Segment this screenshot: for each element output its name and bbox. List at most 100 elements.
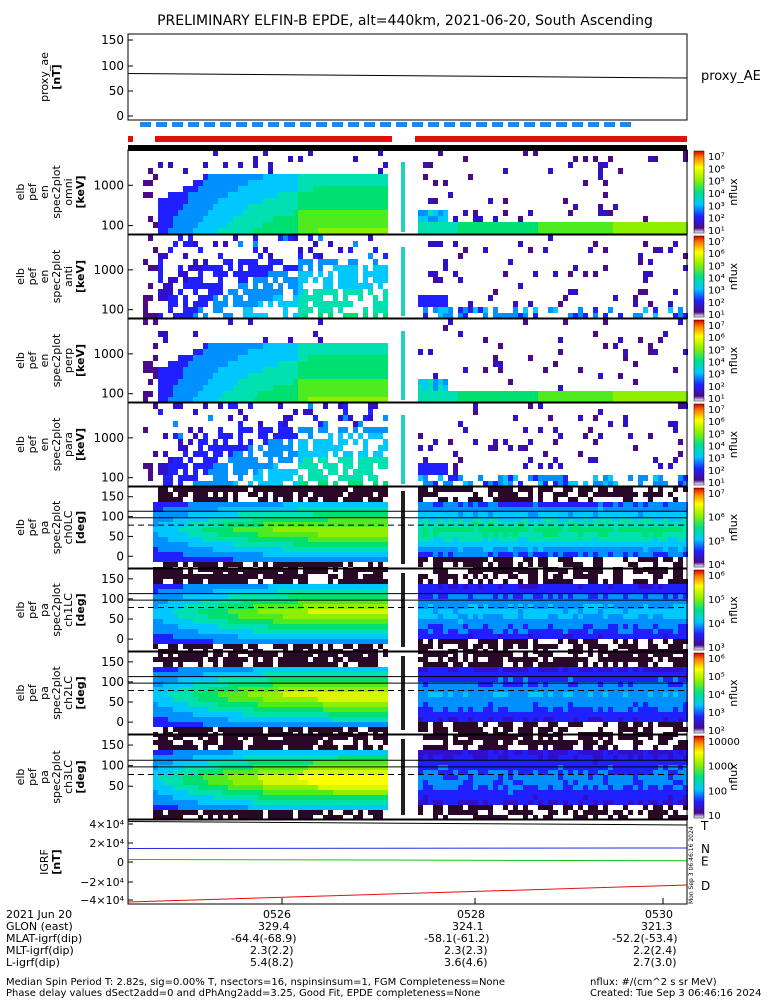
colorbar-tick-label: 10⁷: [708, 321, 725, 332]
y-tick-label: 0: [116, 109, 124, 123]
y-tick-label: 100: [101, 59, 124, 73]
gap-data-stripe: [401, 573, 405, 647]
y-tick-label: −4×10⁴: [80, 894, 124, 907]
blue-dash-segment: [572, 122, 583, 127]
colorbar-label: nflux: [727, 596, 740, 624]
spin-period-note: Median Spin Period T: 2.82s, sig=0.00% T…: [6, 977, 506, 988]
panel-frame: [127, 33, 688, 121]
colorbar-tick-label: 100: [708, 786, 727, 797]
blue-dash-segment: [268, 122, 279, 127]
panel-frame: [127, 734, 688, 820]
y-tick-label: 50: [109, 612, 124, 626]
footer-label: MLAT-igrf(dip): [6, 932, 83, 945]
y-tick-label: 0: [117, 856, 124, 869]
footer-value: 2.3(2.2): [250, 944, 294, 957]
colorbar: [693, 652, 705, 734]
colorbar-tick-label: 10²: [708, 382, 725, 393]
gap-data-stripe: [401, 656, 405, 730]
blue-dash-segment: [444, 122, 455, 127]
gap-data-stripe: [401, 415, 405, 484]
y-axis-label: IGRF: [38, 849, 51, 875]
y-axis-label: ch3LC: [62, 760, 75, 794]
colorbar: [693, 569, 705, 651]
y-axis-label: en: [38, 354, 51, 368]
igrf-d-line: [127, 884, 688, 903]
blue-dash-segment: [460, 122, 471, 127]
y-tick-label: 1000: [93, 178, 124, 192]
igrf-legend-e: E: [701, 855, 709, 869]
panel-frame: [127, 819, 688, 905]
blue-dash-segment: [540, 122, 551, 127]
y-axis-label: pef: [26, 767, 39, 786]
colorbar-label: nflux: [727, 178, 740, 206]
y-tick-label: 50: [109, 779, 124, 793]
gap-data-stripe: [401, 491, 405, 564]
footer-value: -64.4(-68.9): [231, 932, 297, 945]
colorbar-tick-label: 10⁶: [708, 164, 725, 175]
colorbar-tick-label: 10³: [708, 643, 725, 654]
blue-dash-segment: [604, 122, 615, 127]
y-tick-label: 100: [101, 387, 124, 401]
y-axis-label: [keV]: [74, 428, 87, 461]
y-tick-label: 100: [101, 303, 124, 317]
y-axis-label: spec2plot: [50, 333, 63, 387]
colorbar-tick-label: 10⁴: [708, 619, 725, 630]
colorbar: [693, 235, 705, 318]
colorbar-tick-label: 10⁵: [708, 672, 725, 683]
colorbar-tick-label: 10⁶: [708, 417, 725, 428]
y-axis-label: pef: [26, 351, 39, 370]
red-bar-mid: [155, 136, 392, 142]
y-axis-label: elb: [14, 184, 27, 201]
colorbar-tick-label: 10¹: [708, 394, 725, 405]
y-axis-label: en: [38, 270, 51, 284]
colorbar: [693, 403, 705, 486]
colorbar-label: nflux: [727, 763, 740, 791]
line-layer: [127, 72, 688, 903]
colorbar-tick-label: 10⁴: [708, 274, 725, 285]
y-tick-label: 150: [101, 655, 124, 669]
panel-frame: [127, 651, 688, 735]
blue-dash-segment: [204, 122, 215, 127]
colorbar-tick-label: 10⁶: [708, 654, 725, 665]
y-axis-label: pa: [38, 603, 51, 617]
igrf-n-line: [127, 847, 688, 849]
y-tick-label: 100: [101, 471, 124, 485]
panel-frame: [127, 486, 688, 569]
colorbar-tick-label: 10³: [708, 201, 725, 212]
y-tick-label: 50: [109, 84, 124, 98]
colorbar: [693, 150, 705, 234]
gap-data-stripe: [401, 331, 405, 400]
blue-dash-segment: [476, 122, 487, 127]
colorbar-tick-label: 10⁴: [708, 189, 725, 200]
colorbar-tick-label: 10⁴: [708, 358, 725, 369]
gap-data-stripe: [401, 162, 405, 232]
blue-dash-segment: [284, 122, 295, 127]
y-axis-label: perp: [62, 348, 75, 373]
y-axis-label: [keV]: [74, 175, 87, 208]
colorbar-tick-label: 10⁷: [708, 405, 725, 416]
colorbar-tick-label: 10¹: [708, 310, 725, 321]
colorbar-tick-label: 10⁶: [708, 249, 725, 260]
footer-label: GLON (east): [6, 920, 73, 933]
colorbar-label: nflux: [727, 430, 740, 458]
footer-value: 321.3: [641, 920, 673, 933]
blue-dash-segment: [364, 122, 375, 127]
y-axis-label: [keV]: [74, 344, 87, 377]
igrf-e-line: [127, 859, 688, 862]
y-axis-label: pa: [38, 686, 51, 700]
colorbar-tick-label: 10⁷: [708, 152, 725, 163]
blue-dash-segment: [140, 122, 151, 127]
colorbar-tick-label: 10⁵: [708, 536, 725, 547]
y-tick-label: 100: [101, 759, 124, 773]
y-tick-label: 0: [116, 549, 124, 563]
colorbar: [693, 487, 705, 568]
panel-frame: [127, 402, 688, 487]
footer-value: 0526: [263, 908, 291, 921]
colorbar-tick-label: 10⁵: [708, 177, 725, 188]
y-axis-label: [nT]: [50, 64, 63, 89]
spectrogram-layer: [143, 150, 688, 820]
y-tick-label: 0: [116, 632, 124, 646]
y-tick-label: 50: [109, 695, 124, 709]
